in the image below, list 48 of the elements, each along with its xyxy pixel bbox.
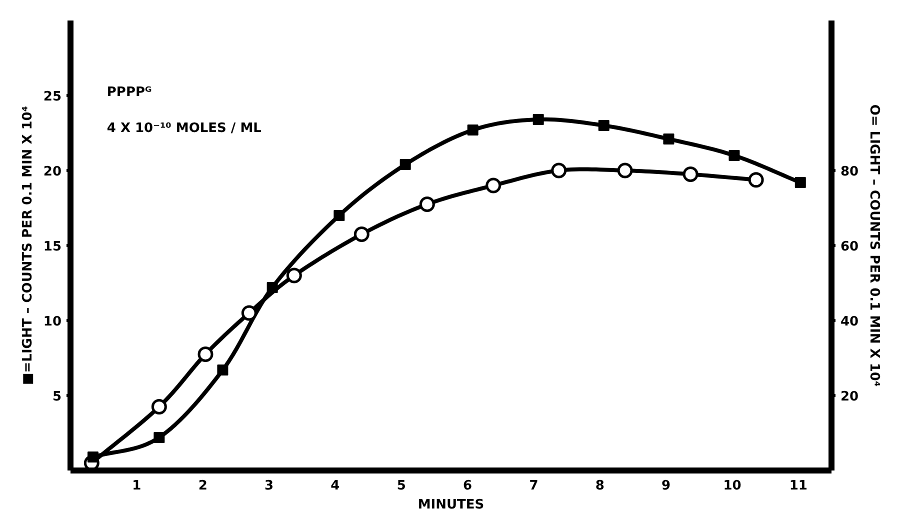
x-tick-label: 4 — [330, 478, 340, 494]
x-tick-label: 6 — [463, 478, 472, 494]
y2-tick-label: 20 — [840, 390, 859, 404]
y-tick-label: 20 — [43, 164, 62, 180]
point — [400, 159, 411, 170]
y2-tick-label: 40 — [840, 314, 859, 330]
point — [266, 282, 278, 293]
point — [354, 226, 370, 242]
y-axis-title: ■=LIGHT – COUNTS PER 0.1 MIN X 10⁴ — [20, 106, 36, 386]
point — [551, 162, 567, 178]
y-tick-label: 15 — [43, 240, 62, 254]
point — [154, 432, 165, 443]
annotation: 4 X 10⁻¹⁰ MOLES / ML — [106, 121, 262, 136]
point — [532, 114, 544, 125]
y2-tick-label: 80 — [840, 164, 859, 180]
point — [467, 124, 478, 136]
x-tick-label: 5 — [396, 478, 406, 494]
x-tick-label: 7 — [529, 478, 538, 494]
x-tick-label: 10 — [723, 478, 742, 494]
x-tick-label: 2 — [198, 478, 208, 494]
point — [748, 172, 764, 188]
point — [663, 134, 674, 144]
point — [198, 346, 214, 362]
point — [419, 196, 435, 212]
point — [486, 178, 502, 194]
annotation: PPPPᴳ — [106, 85, 152, 100]
point — [217, 364, 228, 376]
point — [286, 268, 302, 284]
y2-axis-title: O= LIGHT – COUNTS PER 0.1 MIN X 10⁴ — [866, 104, 882, 387]
y-tick-label: 25 — [43, 90, 62, 104]
point — [728, 150, 740, 161]
y2-tick-label: 60 — [840, 240, 859, 254]
point — [241, 305, 257, 321]
x-axis-title: MINUTES — [418, 498, 484, 512]
point — [598, 120, 610, 131]
x-tick-label: 9 — [662, 478, 671, 494]
point — [794, 177, 806, 188]
x-tick-label: 8 — [595, 478, 604, 494]
y-tick-label: 5 — [52, 390, 62, 404]
y-tick-label: 10 — [43, 314, 62, 330]
point — [151, 399, 167, 414]
point — [682, 166, 698, 182]
x-tick-label: 11 — [789, 478, 808, 494]
x-tick-label: 1 — [132, 478, 142, 494]
point — [88, 452, 98, 462]
point — [334, 210, 345, 221]
point — [617, 162, 633, 178]
x-tick-label: 3 — [264, 478, 274, 494]
